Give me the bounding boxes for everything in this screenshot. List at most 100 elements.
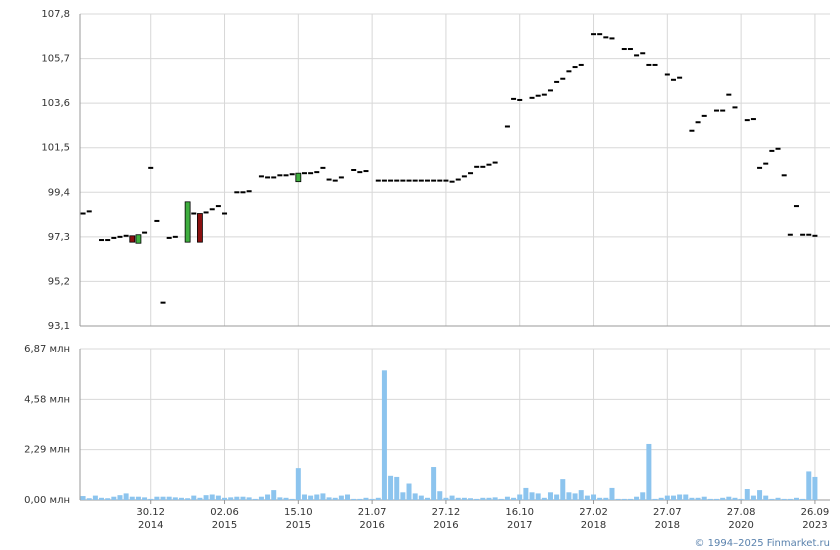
- volume-bar: [99, 497, 105, 500]
- volume-bar: [80, 496, 86, 500]
- volume-bar: [449, 495, 455, 500]
- volume-bar: [695, 497, 701, 500]
- volume-bar: [529, 492, 535, 500]
- candle: [793, 205, 799, 208]
- x-tick-label: 21.07: [358, 507, 387, 518]
- volume-bar: [191, 495, 197, 500]
- volume-bar: [437, 491, 443, 500]
- y-tick-label: 93,1: [48, 321, 70, 332]
- candle: [449, 180, 455, 183]
- volume-bar: [135, 496, 141, 500]
- candle: [511, 97, 517, 100]
- volume-bar: [652, 498, 658, 500]
- volume-bar: [172, 497, 178, 500]
- candle: [455, 178, 461, 181]
- y-tick-label: 99,4: [48, 187, 70, 198]
- volume-bar: [547, 492, 553, 500]
- candle: [781, 174, 787, 177]
- candle: [787, 233, 793, 236]
- volume-bar: [363, 497, 369, 500]
- x-tick-label: 2018: [655, 520, 680, 531]
- x-tick-label: 02.06: [210, 507, 239, 518]
- volume-bar: [215, 495, 221, 500]
- volume-bar: [738, 498, 744, 500]
- candle: [129, 235, 136, 243]
- candle: [572, 66, 578, 69]
- volume-bar: [781, 498, 787, 500]
- candle: [326, 178, 332, 181]
- volume-bar: [295, 468, 301, 500]
- candle: [566, 70, 572, 73]
- volume-bar: [289, 498, 295, 500]
- candle: [388, 179, 394, 182]
- volume-bar: [615, 498, 621, 500]
- volume-bar: [511, 497, 517, 500]
- volume-bar: [634, 496, 640, 500]
- candle: [215, 205, 221, 208]
- candle: [283, 174, 289, 177]
- volume-bar: [203, 495, 209, 500]
- candle: [271, 176, 277, 179]
- candle: [99, 239, 105, 242]
- candle: [154, 219, 160, 222]
- footer: © 1994–2025 Finmarket.ru: [694, 538, 830, 549]
- volume-bar: [86, 498, 92, 500]
- candle: [142, 231, 148, 234]
- volume-bar: [486, 497, 492, 500]
- candle: [184, 201, 191, 243]
- candle: [609, 37, 615, 40]
- candle: [308, 172, 314, 175]
- candle: [406, 179, 412, 182]
- candle: [320, 166, 326, 169]
- y-tick-label: 0,00 млн: [24, 495, 70, 506]
- volume-bar: [381, 370, 387, 500]
- candle: [744, 119, 750, 122]
- volume-bar: [714, 498, 720, 500]
- candle: [314, 171, 320, 174]
- volume-bar: [345, 494, 351, 500]
- candle: [338, 176, 344, 179]
- candle: [486, 163, 492, 166]
- candle: [603, 36, 609, 39]
- volume-bar: [234, 496, 240, 500]
- x-tick-label: 2016: [359, 520, 384, 531]
- volume-bar: [498, 498, 504, 500]
- candle: [578, 63, 584, 66]
- x-tick-label: 2015: [286, 520, 311, 531]
- candle: [394, 179, 400, 182]
- candle: [652, 63, 658, 66]
- volume-bar: [154, 496, 160, 500]
- candle: [763, 162, 769, 165]
- candle: [240, 191, 246, 194]
- y-tick-label: 97,3: [48, 232, 70, 243]
- volume-bar: [209, 494, 215, 500]
- candle: [547, 89, 553, 92]
- volume-bar: [388, 475, 394, 500]
- y-tick-label: 105,7: [41, 54, 70, 65]
- volume-bar: [271, 490, 277, 500]
- volume-bar: [351, 498, 357, 500]
- volume-bar: [375, 497, 381, 500]
- y-tick-label: 103,6: [41, 98, 70, 109]
- candle: [351, 169, 357, 171]
- volume-bar: [265, 494, 271, 500]
- volume-bar: [252, 498, 258, 500]
- x-tick-label: 2016: [433, 520, 458, 531]
- volume-bar: [732, 497, 738, 500]
- candle: [123, 234, 129, 237]
- candle: [258, 175, 264, 178]
- volume-bar: [148, 498, 154, 500]
- candle: [775, 147, 781, 150]
- volume-bar: [123, 493, 129, 500]
- candle: [597, 33, 603, 36]
- candle: [769, 149, 775, 152]
- volume-bar: [806, 471, 812, 500]
- volume-bar: [492, 497, 498, 500]
- volume-bar: [332, 497, 338, 500]
- candle: [664, 73, 670, 76]
- candle: [474, 165, 480, 168]
- candle: [720, 109, 726, 112]
- volume-bar: [142, 497, 148, 500]
- candle: [670, 78, 676, 81]
